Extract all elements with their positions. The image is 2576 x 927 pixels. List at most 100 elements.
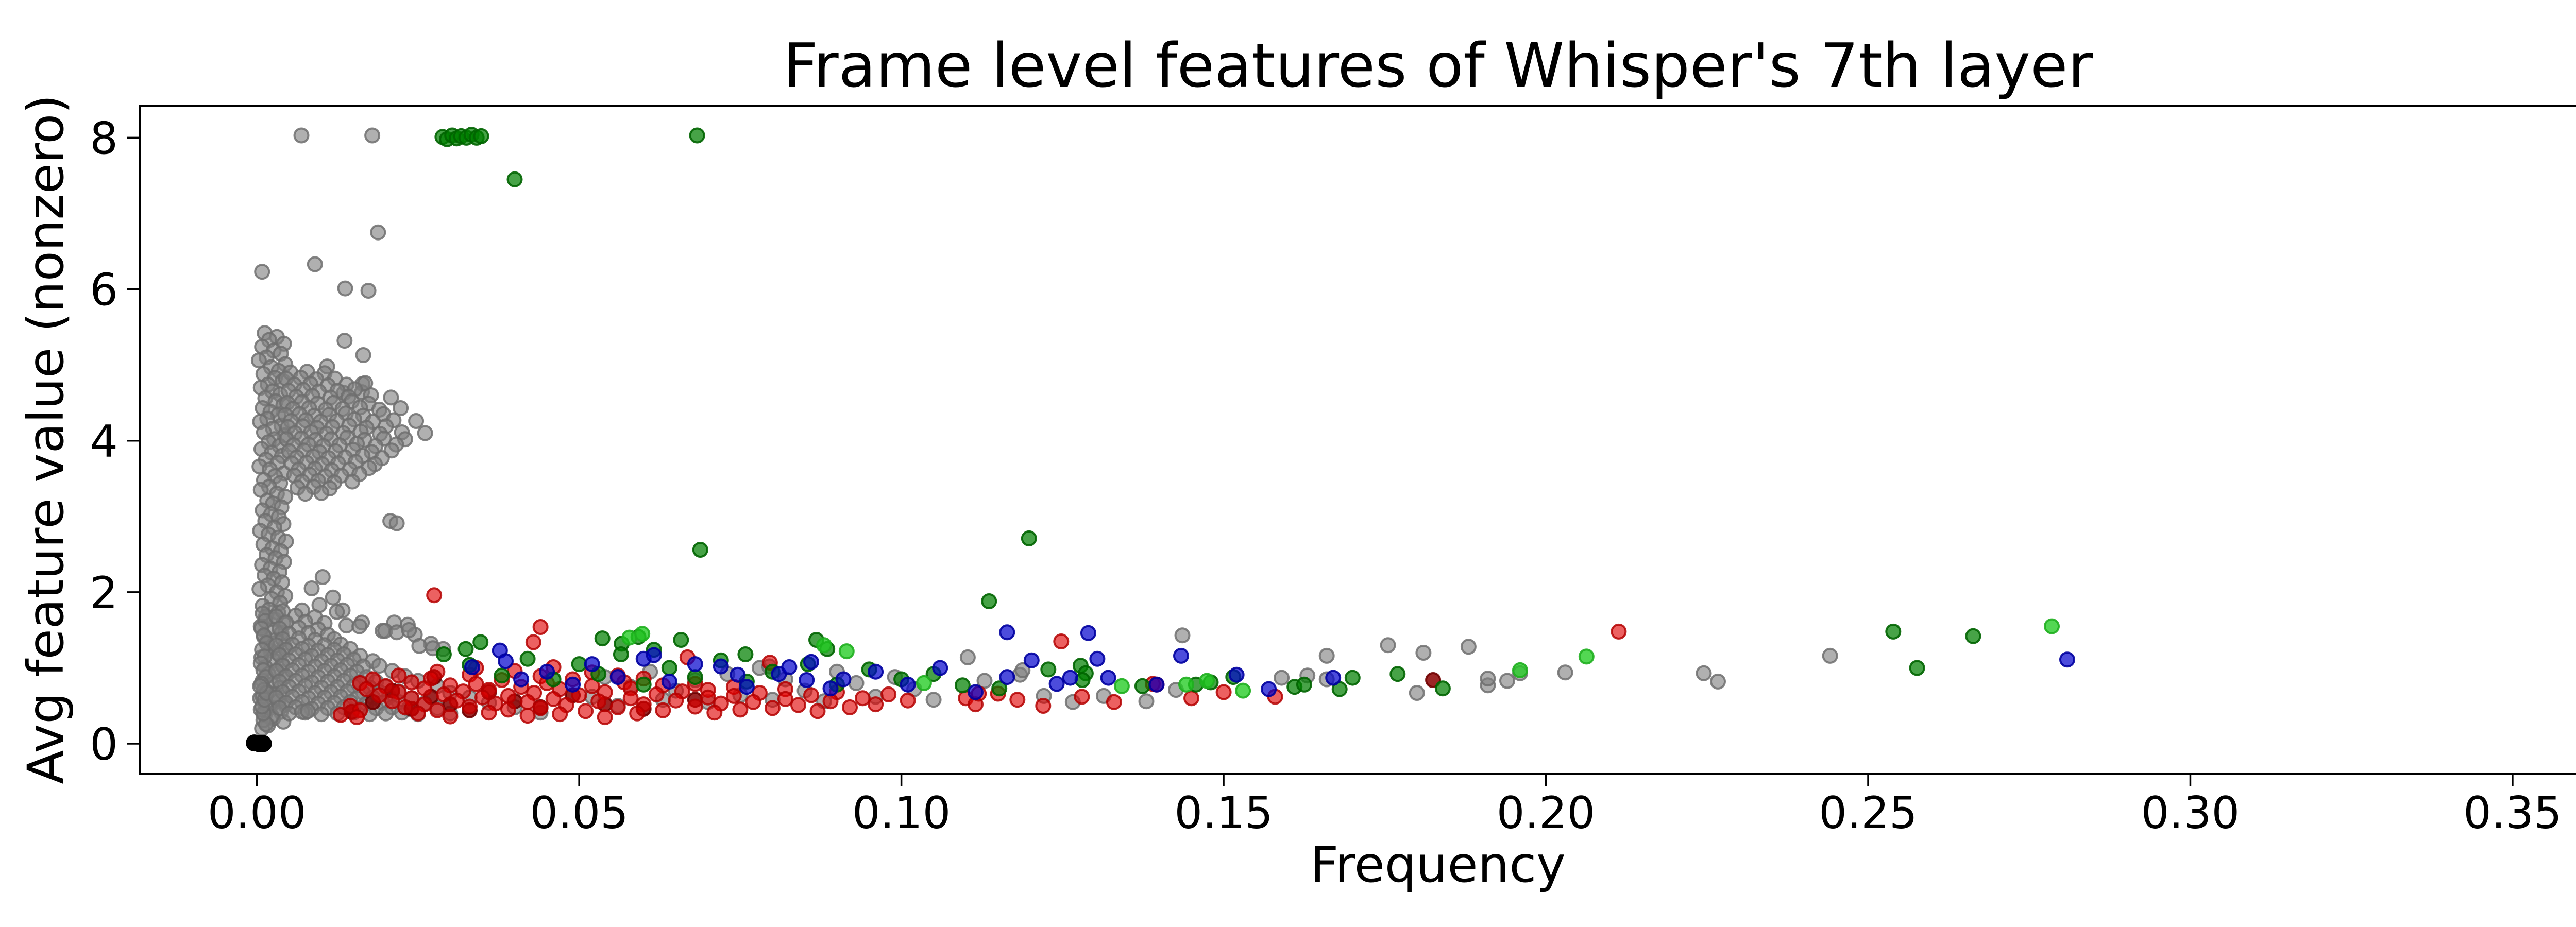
data-point: [519, 650, 536, 667]
data-point: [371, 687, 387, 703]
data-point: [500, 701, 516, 718]
data-point: [417, 425, 433, 441]
data-point: [590, 693, 607, 710]
data-point: [464, 659, 480, 675]
data-point: [1021, 530, 1037, 546]
data-point: [1173, 647, 1189, 664]
data-point: [307, 256, 323, 272]
data-point: [609, 699, 626, 715]
x-tick-label: 0.10: [852, 787, 951, 839]
data-point: [498, 653, 514, 670]
data-point: [2044, 618, 2060, 634]
data-point: [689, 127, 705, 144]
data-point: [1174, 627, 1191, 644]
data-point: [954, 677, 971, 694]
axes-spines: [139, 105, 2576, 775]
data-point: [293, 127, 310, 144]
data-point: [730, 666, 746, 683]
data-point: [622, 690, 639, 707]
data-point: [816, 637, 832, 654]
data-point: [364, 127, 381, 144]
data-point: [371, 658, 387, 674]
data-point: [835, 671, 852, 688]
data-point: [584, 656, 600, 673]
x-tick-label: 0.35: [2463, 787, 2562, 839]
data-point: [325, 589, 341, 606]
y-tick-label: 6: [90, 265, 118, 316]
data-point: [571, 656, 587, 673]
data-point: [1460, 639, 1477, 655]
data-point: [1048, 676, 1065, 692]
data-point: [313, 485, 330, 501]
data-point: [519, 708, 536, 724]
data-point: [1499, 673, 1515, 689]
data-point: [916, 675, 932, 691]
data-point: [472, 634, 489, 650]
data-point: [1023, 652, 1040, 668]
data-point: [383, 389, 399, 406]
data-point: [809, 703, 826, 719]
data-point: [1344, 670, 1361, 686]
data-point: [981, 593, 997, 609]
data-point: [391, 667, 407, 684]
data-point: [661, 673, 677, 690]
data-point: [565, 676, 581, 693]
data-point: [1885, 623, 1902, 640]
data-point: [646, 647, 662, 663]
data-point: [388, 515, 405, 531]
data-point: [1318, 647, 1335, 664]
data-point: [250, 352, 267, 369]
data-point: [344, 473, 361, 490]
data-point: [545, 691, 562, 707]
data-point: [300, 703, 316, 719]
data-point: [252, 678, 268, 694]
data-point: [692, 542, 708, 558]
data-point: [655, 702, 671, 718]
data-point: [297, 486, 313, 502]
data-point: [349, 709, 365, 726]
data-point: [314, 569, 331, 585]
x-tick-label: 0.25: [1819, 787, 1917, 839]
x-tick-label: 0.30: [2141, 787, 2240, 839]
data-point: [635, 676, 652, 693]
data-point: [255, 735, 272, 752]
data-point: [1696, 665, 1712, 681]
data-point: [1415, 645, 1432, 661]
data-point: [329, 604, 345, 620]
data-point: [737, 646, 754, 662]
data-point: [1261, 681, 1277, 697]
data-point: [1178, 676, 1194, 693]
data-point: [597, 709, 613, 726]
data-point: [725, 688, 742, 704]
data-point: [332, 707, 349, 723]
data-point: [621, 629, 638, 646]
data-point: [1113, 678, 1130, 694]
data-point: [429, 702, 446, 718]
data-point: [673, 632, 689, 648]
data-point: [991, 680, 1008, 697]
data-point: [1014, 662, 1031, 678]
data-point: [1199, 673, 1215, 689]
data-point: [337, 280, 353, 297]
data-point: [999, 669, 1015, 685]
data-point: [393, 400, 409, 416]
data-point: [1089, 650, 1106, 667]
data-point: [552, 706, 568, 723]
data-point: [822, 680, 839, 697]
data-point: [629, 705, 646, 722]
data-point: [848, 675, 865, 691]
data-point: [1100, 670, 1116, 686]
data-point: [687, 656, 703, 673]
data-point: [732, 701, 749, 718]
series-gray: [250, 127, 1838, 737]
data-point: [900, 692, 916, 709]
data-point: [745, 694, 761, 710]
data-point: [1183, 690, 1199, 707]
data-point: [687, 669, 703, 685]
data-point: [1215, 684, 1232, 700]
data-point: [999, 624, 1015, 641]
data-point: [1040, 661, 1057, 678]
data-point: [500, 688, 516, 704]
data-point: [254, 264, 270, 280]
